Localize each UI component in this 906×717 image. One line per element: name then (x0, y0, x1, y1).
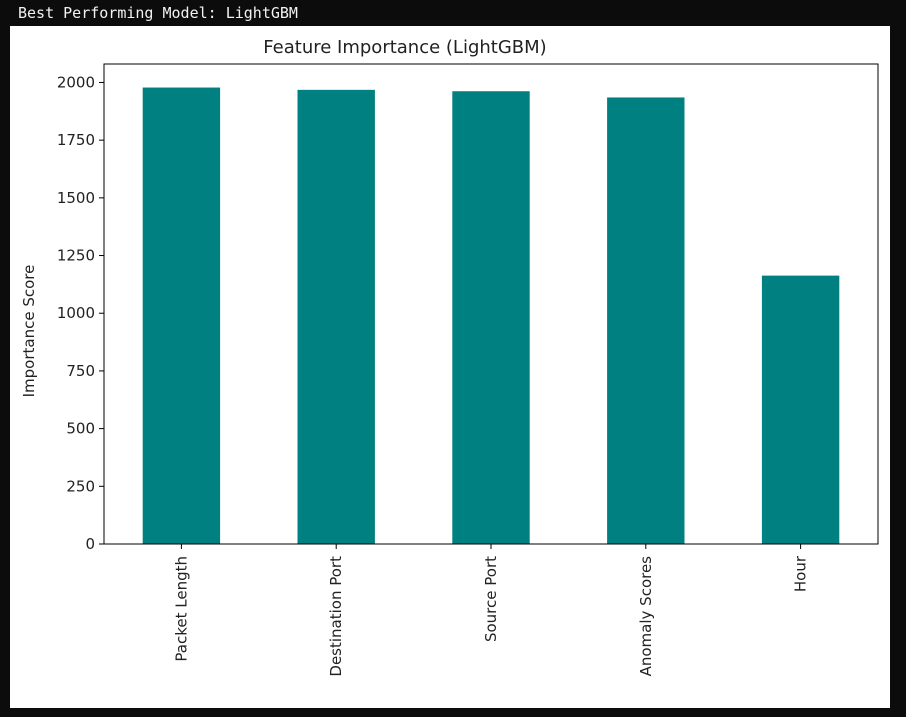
y-tick-label: 2000 (57, 73, 95, 91)
bar-source-port (452, 91, 530, 544)
x-tick-label: Packet Length (172, 556, 190, 662)
x-tick-label: Hour (792, 555, 810, 592)
x-tick-label: Source Port (482, 556, 500, 642)
y-tick-label: 1750 (57, 131, 95, 149)
bar-anomaly-scores (607, 97, 685, 544)
console-output: Best Performing Model: LightGBM (18, 4, 298, 22)
y-axis-label: Importance Score (20, 265, 38, 398)
x-tick-label: Destination Port (327, 556, 345, 677)
chart-figure: Feature Importance (LightGBM) Importance… (10, 26, 890, 708)
chart-title: Feature Importance (LightGBM) (263, 37, 546, 58)
y-tick-label: 0 (85, 535, 95, 553)
bar-hour (761, 275, 840, 544)
x-axis-ticks: Packet Length Destination Port Source Port… (172, 544, 810, 677)
x-tick-label: Anomaly Scores (637, 556, 655, 677)
bar-chart: Feature Importance (LightGBM) Importance… (20, 37, 879, 677)
bars (142, 87, 840, 545)
y-tick-label: 750 (66, 362, 95, 380)
y-tick-label: 1000 (57, 304, 95, 322)
bar-packet-length (142, 87, 221, 545)
y-axis-ticks: 0 250 500 750 1000 1250 1500 1750 2000 (57, 73, 104, 553)
y-tick-label: 1250 (57, 247, 95, 265)
plot-area-frame (103, 63, 879, 545)
y-tick-label: 250 (66, 477, 95, 495)
y-tick-label: 500 (66, 420, 95, 438)
bar-destination-port (297, 89, 375, 544)
y-tick-label: 1500 (57, 189, 95, 207)
